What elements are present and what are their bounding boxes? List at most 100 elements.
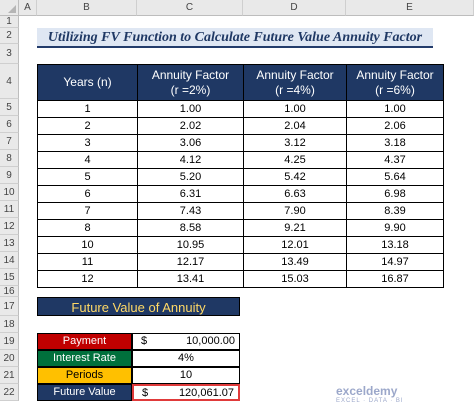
year-cell[interactable]: 8 — [37, 219, 138, 237]
select-all-corner[interactable] — [0, 0, 19, 16]
row-header-16[interactable]: 16 — [0, 286, 19, 297]
year-cell[interactable]: 2 — [37, 117, 138, 135]
row-header-7[interactable]: 7 — [0, 133, 19, 150]
annuity-factor-cell[interactable]: 9.21 — [243, 219, 347, 237]
annuity-factor-cell[interactable]: 16.87 — [346, 270, 444, 288]
interest-rate-cell[interactable]: 4% — [132, 350, 240, 367]
payment-cell[interactable]: $ 10,000.00 — [132, 333, 240, 350]
row-header-8[interactable]: 8 — [0, 150, 19, 167]
year-cell[interactable]: 1 — [37, 100, 138, 118]
header-af-6pct[interactable]: Annuity Factor (r =6%) — [346, 64, 444, 101]
column-header-e[interactable]: E — [346, 0, 474, 16]
annuity-factor-cell[interactable]: 13.41 — [137, 270, 244, 288]
payment-value: 10,000.00 — [186, 335, 235, 347]
row-header-3[interactable]: 3 — [0, 44, 19, 64]
row-header-1[interactable]: 1 — [0, 16, 19, 28]
annuity-factor-cell[interactable]: 13.49 — [243, 253, 347, 271]
future-value-currency: $ — [142, 387, 149, 399]
row-header-15[interactable]: 15 — [0, 269, 19, 286]
column-header-c[interactable]: C — [137, 0, 243, 16]
annuity-factor-cell[interactable]: 12.17 — [137, 253, 244, 271]
column-header-a[interactable]: A — [19, 0, 37, 16]
column-header-b[interactable]: B — [37, 0, 137, 16]
table-row: 2 2.02 2.04 2.06 — [37, 117, 444, 135]
row-header-17[interactable]: 17 — [0, 297, 19, 316]
row-header-2[interactable]: 2 — [0, 28, 19, 44]
interest-rate-label[interactable]: Interest Rate — [37, 350, 132, 367]
periods-cell[interactable]: 10 — [132, 367, 240, 384]
table-row: 4 4.12 4.25 4.37 — [37, 151, 444, 169]
table-row: 7 7.43 7.90 8.39 — [37, 202, 444, 220]
row-header-12[interactable]: 12 — [0, 218, 19, 235]
annuity-factor-cell[interactable]: 13.18 — [346, 236, 444, 254]
year-cell[interactable]: 7 — [37, 202, 138, 220]
annuity-factor-cell[interactable]: 10.95 — [137, 236, 244, 254]
header-af-2pct[interactable]: Annuity Factor (r =2%) — [137, 64, 244, 101]
annuity-factor-cell[interactable]: 12.01 — [243, 236, 347, 254]
row-header-4[interactable]: 4 — [0, 64, 19, 99]
table-row: 11 12.17 13.49 14.97 — [37, 253, 444, 271]
future-value-cell[interactable]: $ 120,061.07 — [132, 384, 240, 401]
annuity-factor-cell[interactable]: 2.06 — [346, 117, 444, 135]
annuity-factor-cell[interactable]: 4.37 — [346, 151, 444, 169]
annuity-factor-cell[interactable]: 9.90 — [346, 219, 444, 237]
annuity-factor-cell[interactable]: 7.43 — [137, 202, 244, 220]
periods-label[interactable]: Periods — [37, 367, 132, 384]
table-row: 3 3.06 3.12 3.18 — [37, 134, 444, 152]
table-row: 6 6.31 6.63 6.98 — [37, 185, 444, 203]
row-header-22[interactable]: 22 — [0, 384, 19, 401]
annuity-factor-cell[interactable]: 1.00 — [137, 100, 244, 118]
row-header-9[interactable]: 9 — [0, 167, 19, 184]
year-cell[interactable]: 12 — [37, 270, 138, 288]
table-row: 8 8.58 9.21 9.90 — [37, 219, 444, 237]
annuity-factor-cell[interactable]: 8.58 — [137, 219, 244, 237]
row-header-6[interactable]: 6 — [0, 116, 19, 133]
annuity-factor-cell[interactable]: 14.97 — [346, 253, 444, 271]
row-header-21[interactable]: 21 — [0, 367, 19, 384]
row-header-10[interactable]: 10 — [0, 184, 19, 201]
row-header-20[interactable]: 20 — [0, 350, 19, 367]
year-cell[interactable]: 6 — [37, 185, 138, 203]
year-cell[interactable]: 4 — [37, 151, 138, 169]
annuity-factor-cell[interactable]: 1.00 — [346, 100, 444, 118]
annuity-factor-cell[interactable]: 6.98 — [346, 185, 444, 203]
annuity-factor-cell[interactable]: 5.20 — [137, 168, 244, 186]
table-row: 12 13.41 15.03 16.87 — [37, 270, 444, 288]
row-header-18[interactable]: 18 — [0, 316, 19, 333]
annuity-factor-cell[interactable]: 7.90 — [243, 202, 347, 220]
row-header-19[interactable]: 19 — [0, 333, 19, 350]
payment-label[interactable]: Payment — [37, 333, 132, 350]
table-row: 10 10.95 12.01 13.18 — [37, 236, 444, 254]
column-header-d[interactable]: D — [243, 0, 346, 16]
annuity-factor-cell[interactable]: 1.00 — [243, 100, 347, 118]
annuity-factor-table: Years (n) Annuity Factor (r =2%) Annuity … — [37, 64, 444, 288]
year-cell[interactable]: 10 — [37, 236, 138, 254]
exceldemy-watermark-logo: exceldemy EXCEL · DATA · BI — [336, 384, 404, 404]
annuity-factor-cell[interactable]: 3.12 — [243, 134, 347, 152]
annuity-factor-cell[interactable]: 5.64 — [346, 168, 444, 186]
annuity-factor-cell[interactable]: 5.42 — [243, 168, 347, 186]
row-header-13[interactable]: 13 — [0, 235, 19, 252]
annuity-factor-cell[interactable]: 8.39 — [346, 202, 444, 220]
payment-currency: $ — [141, 335, 148, 347]
annuity-factor-cell[interactable]: 6.63 — [243, 185, 347, 203]
future-value-title: Future Value of Annuity — [37, 297, 240, 316]
annuity-factor-cell[interactable]: 3.06 — [137, 134, 244, 152]
row-header-5[interactable]: 5 — [0, 99, 19, 116]
annuity-factor-cell[interactable]: 4.12 — [137, 151, 244, 169]
table-row: 5 5.20 5.42 5.64 — [37, 168, 444, 186]
year-cell[interactable]: 3 — [37, 134, 138, 152]
year-cell[interactable]: 11 — [37, 253, 138, 271]
annuity-factor-cell[interactable]: 2.02 — [137, 117, 244, 135]
annuity-factor-cell[interactable]: 3.18 — [346, 134, 444, 152]
row-header-11[interactable]: 11 — [0, 201, 19, 218]
annuity-factor-cell[interactable]: 6.31 — [137, 185, 244, 203]
header-af-4pct[interactable]: Annuity Factor (r =4%) — [243, 64, 347, 101]
year-cell[interactable]: 5 — [37, 168, 138, 186]
annuity-factor-cell[interactable]: 2.04 — [243, 117, 347, 135]
annuity-factor-cell[interactable]: 4.25 — [243, 151, 347, 169]
future-value-label[interactable]: Future Value — [37, 384, 132, 401]
annuity-factor-cell[interactable]: 15.03 — [243, 270, 347, 288]
header-years[interactable]: Years (n) — [37, 64, 138, 101]
row-header-14[interactable]: 14 — [0, 252, 19, 269]
